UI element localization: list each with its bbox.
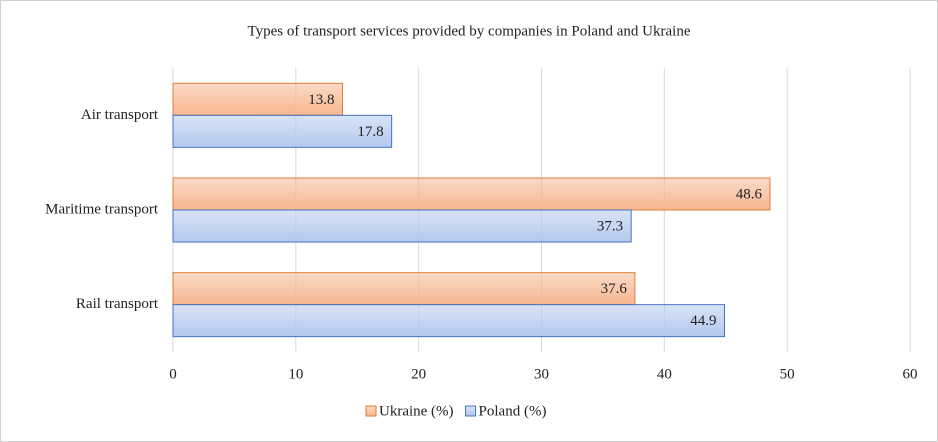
- bar: [172, 209, 632, 243]
- x-tick-label: 20: [411, 366, 426, 382]
- legend-label: Ukraine (%): [379, 403, 454, 419]
- data-label: 37.6: [601, 281, 628, 297]
- y-tick-label: Air transport: [81, 107, 159, 123]
- x-tick-label: 10: [288, 366, 303, 382]
- y-tick-label: Rail transport: [76, 296, 159, 312]
- x-tick-label: 40: [657, 366, 672, 382]
- legend-swatch: [365, 405, 377, 417]
- data-label: 13.8: [308, 92, 334, 108]
- data-label: 44.9: [690, 313, 716, 329]
- chart-title: Types of transport services provided by …: [247, 23, 690, 39]
- y-tick-label: Maritime transport: [45, 201, 159, 217]
- x-tick-label: 50: [780, 366, 795, 382]
- data-label: 37.3: [597, 218, 623, 234]
- x-tick-label: 30: [534, 366, 549, 382]
- legend-label: Poland (%): [479, 403, 547, 419]
- data-label: 17.8: [357, 124, 383, 140]
- bar: [172, 177, 771, 211]
- bar: [172, 114, 393, 148]
- bar: [172, 272, 636, 306]
- data-label: 48.6: [736, 186, 763, 202]
- bar: [172, 304, 726, 338]
- legend-swatch: [465, 405, 477, 417]
- x-tick-label: 60: [903, 366, 918, 382]
- x-tick-label: 0: [169, 366, 177, 382]
- bar: [172, 82, 344, 116]
